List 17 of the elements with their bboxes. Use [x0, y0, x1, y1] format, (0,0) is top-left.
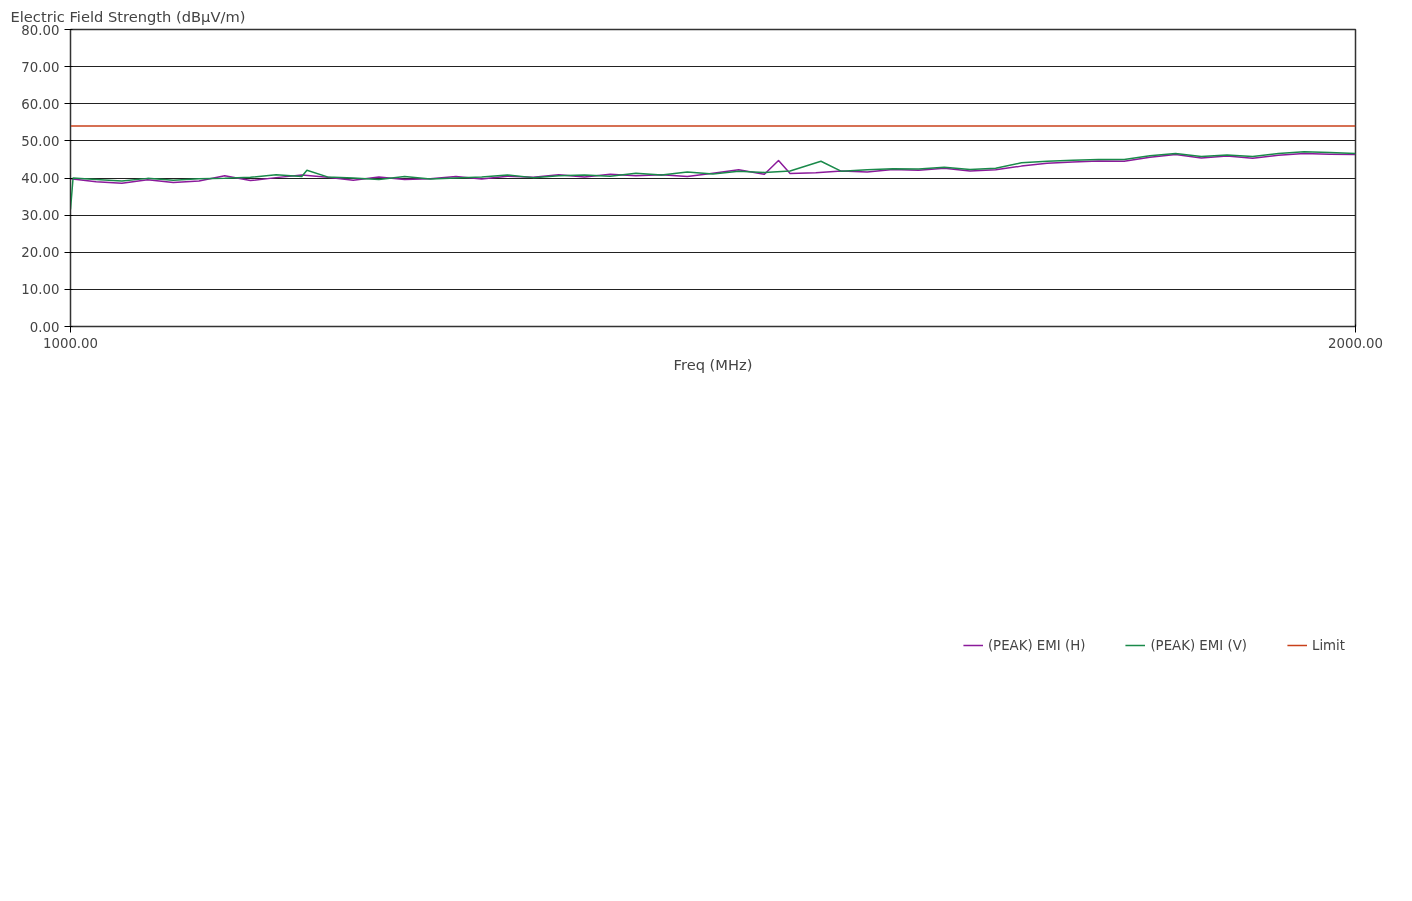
y-tick-label: 50.00: [21, 133, 60, 149]
legend-label: Limit: [1311, 637, 1345, 653]
y-tick-label: 80.00: [21, 22, 60, 38]
line-series: [70, 152, 1356, 184]
x-axis-title: Freq (MHz): [673, 355, 753, 373]
y-tick-label: 10.00: [21, 282, 60, 298]
y-tick-label: 0.00: [29, 319, 60, 335]
y-tick-label: 40.00: [21, 171, 60, 186]
legend-label: (PEAK) EMI (H): [987, 637, 1086, 653]
legend-label: (PEAK) EMI (V): [1150, 637, 1247, 653]
y-tick-label: 60.00: [21, 96, 60, 112]
y-tick-label: 70.00: [21, 59, 60, 75]
y-tick-label: 30.00: [21, 208, 60, 224]
x-tick-label: 1000.00: [42, 335, 99, 351]
y-axis-title: Electric Field Strength (dBµV/m): [10, 7, 246, 25]
y-tick-label: 20.00: [21, 245, 60, 261]
x-tick-label: 2000.00: [1327, 335, 1384, 351]
